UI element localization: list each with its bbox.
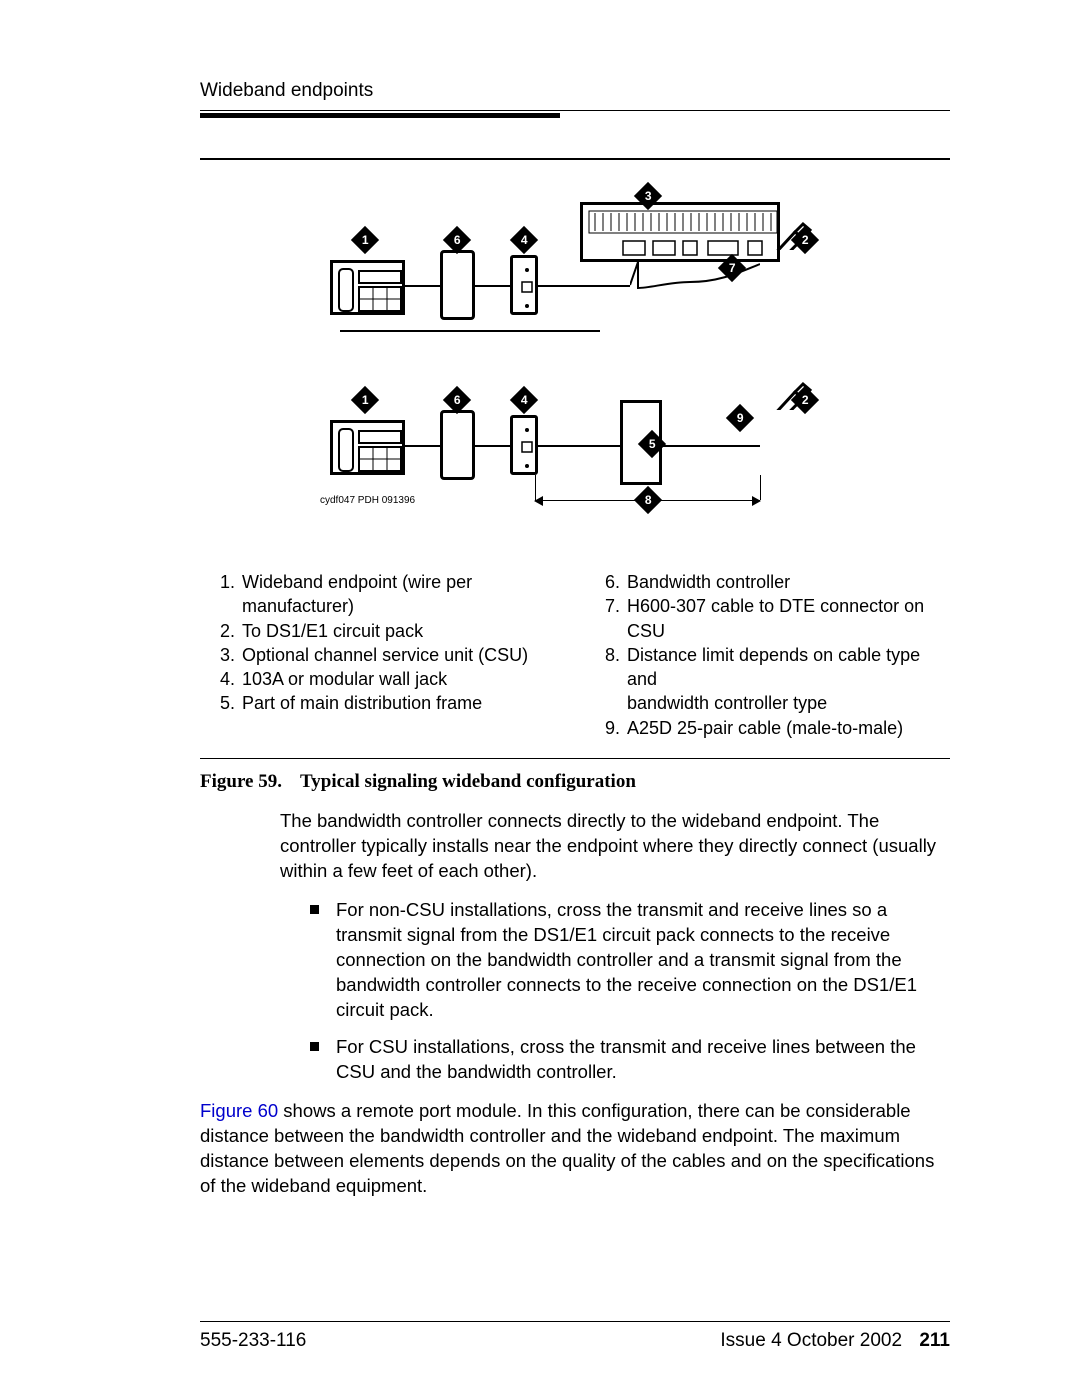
- wall-jack-icon: [510, 255, 538, 315]
- wire-line: [405, 445, 440, 447]
- callout-8: 8: [634, 486, 662, 514]
- figure-title: Typical signaling wideband configuration: [300, 771, 636, 792]
- bullet-list: For non-CSU installations, cross the tra…: [310, 898, 950, 1085]
- page-number: 211: [919, 1330, 950, 1351]
- header-rule-thin: [200, 110, 950, 111]
- callout-4-bottom: 4: [510, 386, 538, 414]
- callout-1-top: 1: [351, 226, 379, 254]
- running-header: Wideband endpoints: [200, 80, 950, 102]
- cable-curve: [630, 262, 760, 292]
- figure-bottom-rule: [200, 758, 950, 759]
- wire-line: [538, 285, 630, 287]
- wire-line: [475, 285, 510, 287]
- paragraph-text: shows a remote port module. In this conf…: [200, 1100, 934, 1196]
- paragraph: Figure 60 shows a remote port module. In…: [200, 1099, 950, 1199]
- wire-line: [405, 285, 440, 287]
- legend-left-column: 1.Wideband endpoint (wire per manufactur…: [220, 570, 565, 740]
- doc-number: 555-233-116: [200, 1330, 306, 1352]
- figure-legend: 1.Wideband endpoint (wire per manufactur…: [220, 570, 950, 740]
- legend-right-column: 6.Bandwidth controller 7.H600-307 cable …: [605, 570, 950, 740]
- figure-label: Figure 59.: [200, 771, 282, 792]
- wire-line: [538, 445, 620, 447]
- wire-line: [662, 445, 760, 447]
- cross-reference-link[interactable]: Figure 60: [200, 1100, 278, 1121]
- wall-jack-icon: [510, 415, 538, 475]
- paragraph: The bandwidth controller connects direct…: [280, 809, 950, 884]
- wiring-diagram: 1 6 4 3 7 2 1 6: [200, 180, 950, 560]
- endpoint-device-icon: [330, 260, 405, 315]
- endpoint-device-icon: [330, 420, 405, 475]
- figure-caption: Figure 59. Typical signaling wideband con…: [200, 771, 950, 793]
- schematic-divider: [340, 330, 600, 332]
- list-item: For non-CSU installations, cross the tra…: [310, 898, 950, 1023]
- callout-1-bottom: 1: [351, 386, 379, 414]
- list-item: For CSU installations, cross the transmi…: [310, 1035, 950, 1085]
- callout-4-top: 4: [510, 226, 538, 254]
- callout-9: 9: [726, 404, 754, 432]
- csu-rack-icon: [580, 202, 780, 262]
- page-footer: 555-233-116 Issue 4 October 2002 211: [200, 1321, 950, 1352]
- diagram-ref-code: cydf047 PDH 091396: [320, 495, 415, 506]
- issue-info: Issue 4 October 2002 211: [720, 1330, 950, 1352]
- figure-top-rule: [200, 158, 950, 160]
- body-text: The bandwidth controller connects direct…: [280, 809, 950, 1199]
- tick-line: [535, 475, 536, 500]
- bandwidth-controller-icon: [440, 410, 475, 480]
- tick-line: [760, 475, 761, 500]
- bandwidth-controller-icon: [440, 250, 475, 320]
- wire-line: [475, 445, 510, 447]
- header-rule-thick: [200, 113, 560, 118]
